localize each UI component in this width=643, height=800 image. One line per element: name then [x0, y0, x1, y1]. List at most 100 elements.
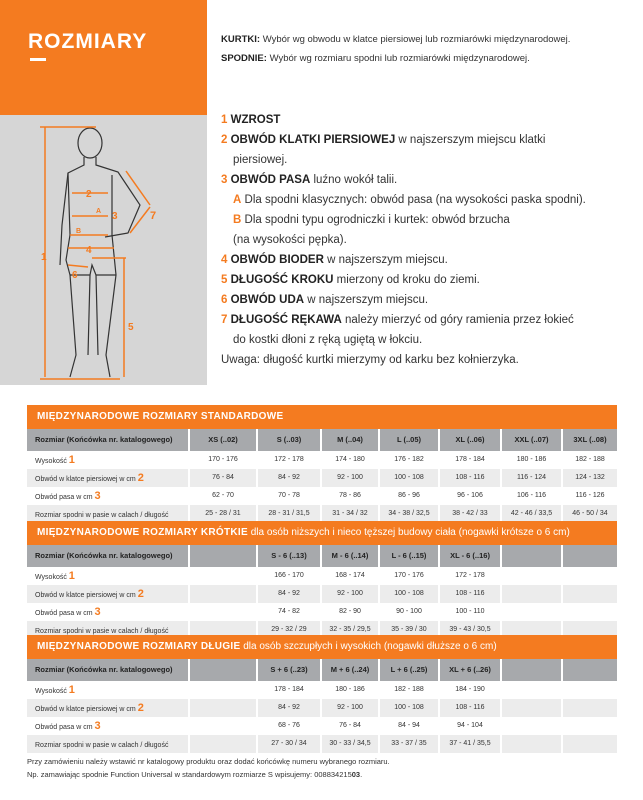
table-short: MIĘDZYNARODOWE ROZMIARY KRÓTKIE dla osób… — [27, 521, 617, 639]
table-cell: 92 - 100 — [322, 585, 380, 603]
column-header: M (..04) — [322, 429, 380, 451]
legend-number: B — [233, 214, 242, 226]
table-cell: 92 - 100 — [322, 699, 380, 717]
legend-item: 1 WZROST — [221, 110, 636, 130]
column-header: 3XL (..08) — [573, 435, 607, 444]
legend-number: 2 — [221, 134, 228, 146]
table-cell — [502, 735, 563, 753]
table-cell: 116 - 126 — [575, 492, 605, 499]
table-subtitle: dla osób szczupłych i wysokich (nogawki … — [240, 641, 497, 652]
table-cell: 94 - 104 — [440, 717, 502, 735]
row-label-text: Obwód pasa w cm — [35, 494, 93, 501]
legend-continuation: piersiowej. — [233, 154, 288, 166]
footer-line-1: Przy zamówieniu należy wstawić nr katalo… — [27, 757, 390, 766]
table-subtitle: dla osób niższych i nieco tęższej budowy… — [247, 527, 570, 538]
table-cell: 108 - 116 — [440, 469, 502, 487]
table-cell — [502, 717, 563, 735]
row-measure-number: 1 — [68, 570, 75, 582]
row-label-text: Obwód w klatce piersiowej w cm — [35, 706, 136, 713]
row-label-text: Rozmiar spodni w pasie w calach / długoś… — [35, 512, 169, 519]
kurtki-label: KURTKI: — [221, 34, 261, 45]
row-label-text: Rozmiar spodni w pasie w calach / długoś… — [35, 742, 169, 749]
row-measure-number: 3 — [94, 720, 101, 732]
table-cell: 70 - 78 — [258, 487, 322, 505]
column-header: S - 6 (..13) — [258, 545, 322, 567]
legend-number: 5 — [221, 274, 228, 286]
table-cell: 86 - 96 — [380, 487, 440, 505]
table-cell: 106 - 116 — [502, 487, 563, 505]
table-cell — [563, 735, 617, 753]
column-header — [563, 545, 617, 567]
legend-text: w najszerszym miejscu. — [304, 294, 429, 306]
table-title-text: MIĘDZYNARODOWE ROZMIARY STANDARDOWE — [37, 411, 284, 422]
column-header: M - 6 (..14) — [322, 545, 380, 567]
row-label-text: Obwód pasa w cm — [35, 610, 93, 617]
table-cell: 170 - 176 — [190, 451, 258, 469]
figure-label-a: A — [96, 208, 101, 215]
table-cell: 108 - 116 — [440, 585, 502, 603]
row-measure-number: 2 — [137, 702, 144, 714]
table-cell — [502, 585, 563, 603]
legend-item: 6 OBWÓD UDA w najszerszym miejscu. — [221, 290, 636, 310]
table-row: Rozmiar spodni w pasie w calach / długoś… — [27, 621, 617, 639]
body-measurement-figure: 1 2 3 4 5 6 7 A B — [0, 115, 207, 385]
table-cell: 82 - 90 — [322, 603, 380, 621]
table-title: MIĘDZYNARODOWE ROZMIARY STANDARDOWE — [27, 405, 617, 429]
row-label: Wysokość 1 — [27, 567, 190, 585]
legend-number: 7 — [221, 314, 228, 326]
footer-line-2: Np. zamawiając spodnie Function Universa… — [27, 768, 390, 781]
table-row: Obwód w klatce piersiowej w cm 2 84 - 92 9… — [27, 585, 617, 603]
table-cell: 74 - 82 — [258, 603, 322, 621]
footer-note: Przy zamówieniu należy wstawić nr katalo… — [27, 755, 390, 781]
table-row: Wysokość 1 178 - 184 180 - 186 182 - 188 184… — [27, 681, 617, 699]
legend-text: mierzony od kroku do ziemi. — [333, 274, 480, 286]
figure-label-b: B — [76, 228, 81, 235]
column-header — [502, 659, 563, 681]
table-cell: 84 - 92 — [258, 585, 322, 603]
legend-title: OBWÓD KLATKI PIERSIOWEJ — [230, 134, 396, 146]
table-cell — [190, 699, 258, 717]
legend-text: Dla spodni typu ogrodniczki i kurtek: ob… — [244, 214, 510, 226]
legend-title: OBWÓD PASA — [230, 174, 311, 186]
table-cell: 180 - 186 — [322, 681, 380, 699]
legend-text: w najszerszym miejscu. — [323, 254, 448, 266]
row-label-text: Wysokość — [35, 688, 67, 695]
table-cell: 76 - 84 — [190, 469, 258, 487]
row-label: Obwód pasa w cm 3 — [27, 717, 190, 735]
table-cell: 84 - 92 — [258, 469, 322, 487]
table-cell: 30 - 33 / 34,5 — [322, 735, 380, 753]
table-cell: 76 - 84 — [322, 717, 380, 735]
body-figure-illustration: 1 2 3 4 5 6 7 A B — [40, 126, 156, 380]
table-cell: 90 - 100 — [380, 603, 440, 621]
legend-number: 6 — [221, 294, 228, 306]
figure-label-5: 5 — [128, 322, 134, 333]
table-cell: 28 - 31 / 31,5 — [258, 505, 322, 523]
row-label: Obwód w klatce piersiowej w cm 2 — [27, 699, 190, 717]
table-cell: 37 - 41 / 35,5 — [440, 735, 502, 753]
table-cell: 100 - 108 — [380, 585, 440, 603]
legend-number: A — [233, 194, 242, 206]
table-cell: 25 - 28 / 31 — [190, 505, 258, 523]
table-title: MIĘDZYNARODOWE ROZMIARY KRÓTKIE dla osób… — [27, 521, 617, 545]
figure-label-3: 3 — [112, 211, 118, 222]
table-cell — [563, 681, 617, 699]
row-measure-number: 1 — [68, 684, 75, 696]
legend-text: należy mierzyć od góry ramienia przez ło… — [341, 314, 574, 326]
measurement-legend: 1 WZROST 2 OBWÓD KLATKI PIERSIOWEJ w najs… — [221, 110, 636, 370]
table-header-row: Rozmiar (Końcówka nr. katalogowego) S + 6… — [27, 659, 617, 681]
table-cell: 100 - 108 — [380, 469, 440, 487]
table-row: Obwód pasa w cm 3 74 - 82 82 - 90 90 - 100 1… — [27, 603, 617, 621]
table-cell: 108 - 116 — [440, 699, 502, 717]
legend-title: OBWÓD UDA — [230, 294, 305, 306]
jacket-length-note: Uwaga: długość kurtki mierzymy od karku … — [221, 354, 519, 366]
column-header: S + 6 (..23) — [258, 659, 322, 681]
table-cell: 178 - 184 — [258, 681, 322, 699]
legend-item: 2 OBWÓD KLATKI PIERSIOWEJ w najszerszym … — [221, 130, 636, 150]
row-measure-number: 2 — [137, 472, 144, 484]
table-long: MIĘDZYNARODOWE ROZMIARY DŁUGIE dla osób … — [27, 635, 617, 753]
table-standard: MIĘDZYNARODOWE ROZMIARY STANDARDOWE Rozmi… — [27, 405, 617, 523]
footer-suffix-example: 03 — [351, 770, 361, 779]
column-header — [190, 659, 258, 681]
table-cell — [563, 699, 617, 717]
table-cell: 46 - 50 / 34 — [572, 510, 608, 517]
